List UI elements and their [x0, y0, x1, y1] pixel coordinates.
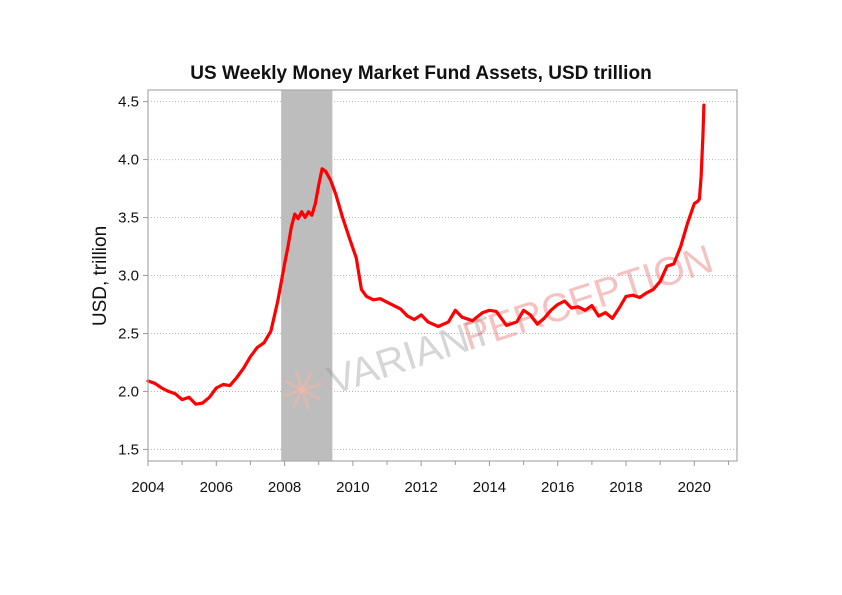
y-tick-label: 3.5 [118, 210, 139, 227]
gridlines [148, 101, 737, 450]
x-tick-label: 2018 [609, 479, 642, 496]
x-tick-label: 2012 [404, 479, 437, 496]
watermark-logo [282, 370, 322, 410]
plot-frame [147, 89, 738, 462]
y-tick-label: 4.0 [118, 152, 139, 169]
y-tick-labels: 1.5 2.0 2.5 3.0 3.5 4.0 4.5 [118, 94, 139, 459]
x-tick-label: 2008 [268, 479, 301, 496]
chart-title: US Weekly Money Market Fund Assets, USD … [190, 63, 651, 84]
y-tick-label: 2.5 [118, 325, 139, 342]
x-tick-label: 2014 [473, 479, 506, 496]
watermark-text-perception: PERCEPTION [457, 237, 718, 359]
axes [143, 89, 738, 466]
x-tick-label: 2016 [541, 479, 574, 496]
y-axis-label: USD, trillion [90, 226, 111, 326]
y-tick-label: 1.5 [118, 441, 139, 458]
y-tick-label: 3.0 [118, 268, 139, 285]
y-tick-label: 4.5 [118, 94, 139, 111]
series-line [146, 103, 706, 406]
series-lines [146, 103, 706, 406]
watermark: VARIANT PERCEPTION [282, 237, 718, 410]
x-tick-label: 2004 [131, 479, 164, 496]
x-tick-labels: 2004 2006 2008 2010 2012 2014 2016 2018 2020 [131, 479, 711, 496]
y-tick-label: 2.0 [118, 383, 139, 400]
x-tick-label: 2006 [200, 479, 233, 496]
x-tick-label: 2020 [678, 479, 711, 496]
x-tick-label: 2010 [336, 479, 369, 496]
